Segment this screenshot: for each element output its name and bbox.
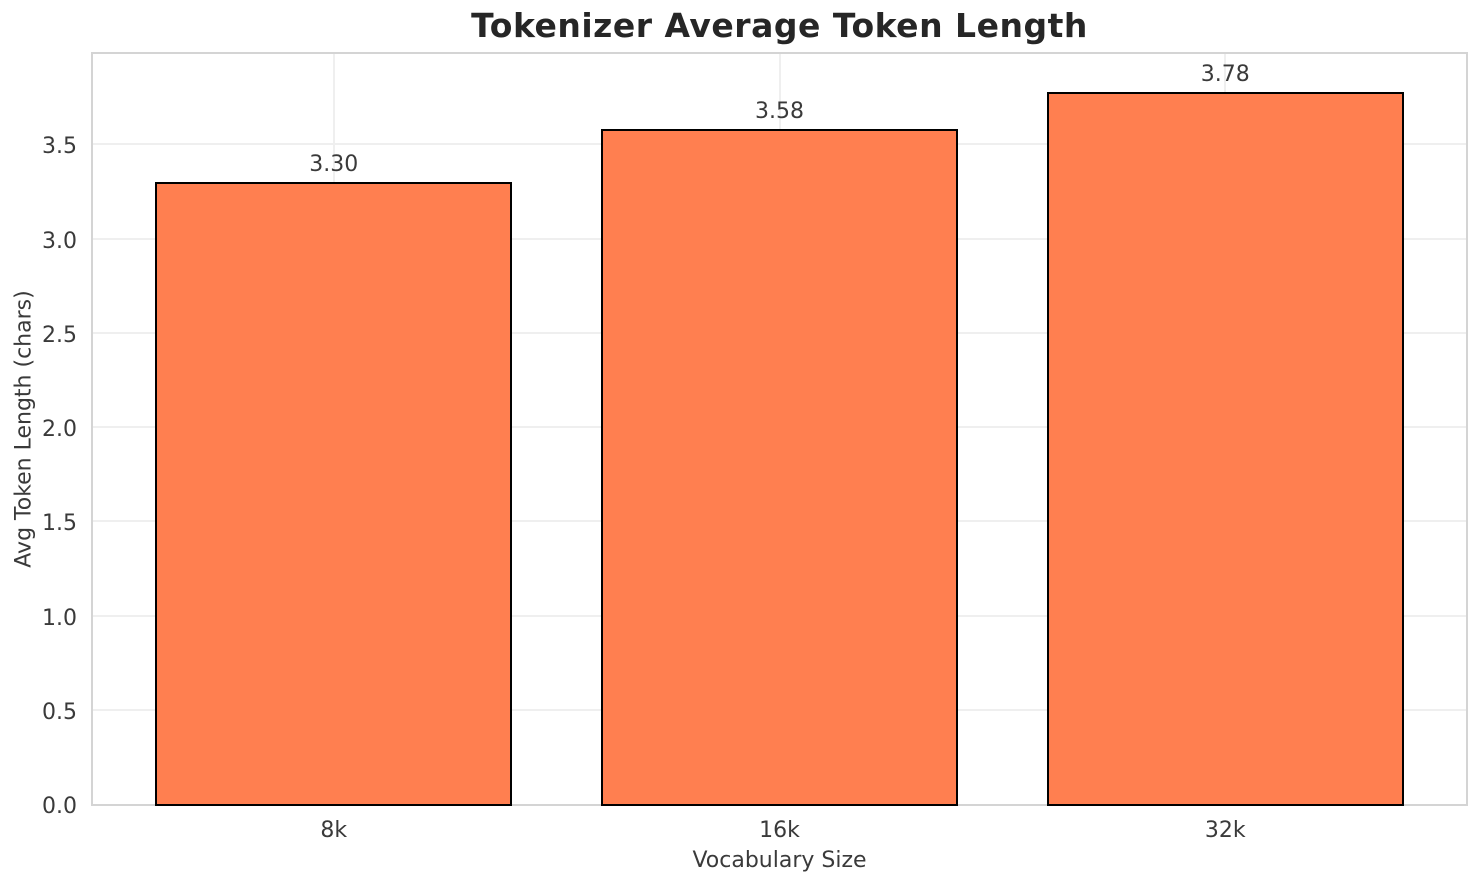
y-tick-label-1.0: 1.0 [42, 605, 77, 631]
bar-16k [601, 129, 958, 806]
y-tick-label-0.0: 0.0 [42, 794, 77, 819]
bar-value-label-32k: 3.78 [1200, 61, 1250, 87]
x-tick-label-16k: 16k [759, 818, 800, 843]
y-tick-label-3.0: 3.0 [42, 228, 77, 254]
x-tick-label-8k: 8k [320, 818, 348, 843]
y-tick-label-1.5: 1.5 [42, 511, 77, 537]
bar-value-label-8k: 3.30 [309, 152, 359, 178]
plot-area [91, 52, 1468, 806]
chart-title: Tokenizer Average Token Length [471, 6, 1088, 45]
x-axis-label: Vocabulary Size [692, 848, 867, 873]
bar-8k [155, 182, 513, 806]
x-tick-label-32k: 32k [1204, 818, 1246, 843]
y-tick-label-0.5: 0.5 [42, 699, 77, 725]
y-axis-label: Avg Token Length (chars) [11, 290, 37, 568]
y-tick-label-3.5: 3.5 [42, 134, 77, 160]
y-tick-label-2.5: 2.5 [42, 322, 77, 348]
y-tick-label-2.0: 2.0 [42, 417, 77, 443]
bar-32k [1046, 91, 1404, 806]
bar-value-label-16k: 3.58 [755, 99, 804, 125]
